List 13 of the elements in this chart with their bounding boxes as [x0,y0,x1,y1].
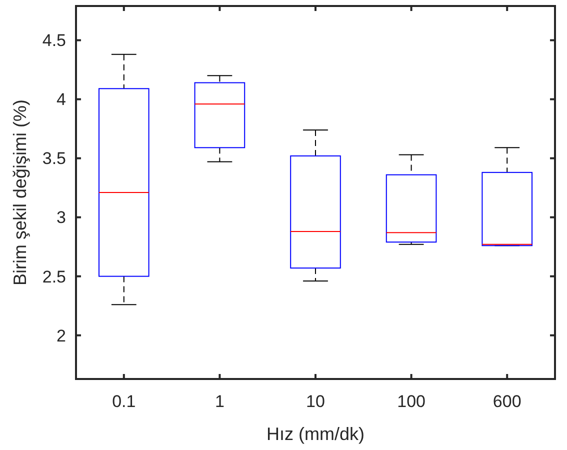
y-axis-title: Birim şekil değişimi (%) [10,99,30,286]
x-axis-title: Hız (mm/dk) [266,424,364,444]
y-tick-label: 2 [56,326,66,346]
x-tick-label: 0.1 [112,392,136,411]
x-tick-label: 100 [397,392,426,411]
y-tick-label: 3.5 [42,149,66,168]
y-tick-label: 4 [56,90,66,110]
x-tick-label: 10 [306,392,325,411]
x-tick-label: 600 [492,392,522,411]
y-tick-label: 3 [56,208,66,228]
y-tick-label: 4.5 [42,31,66,50]
y-tick-label: 2.5 [42,267,66,286]
x-tick-label: 1 [214,392,224,411]
